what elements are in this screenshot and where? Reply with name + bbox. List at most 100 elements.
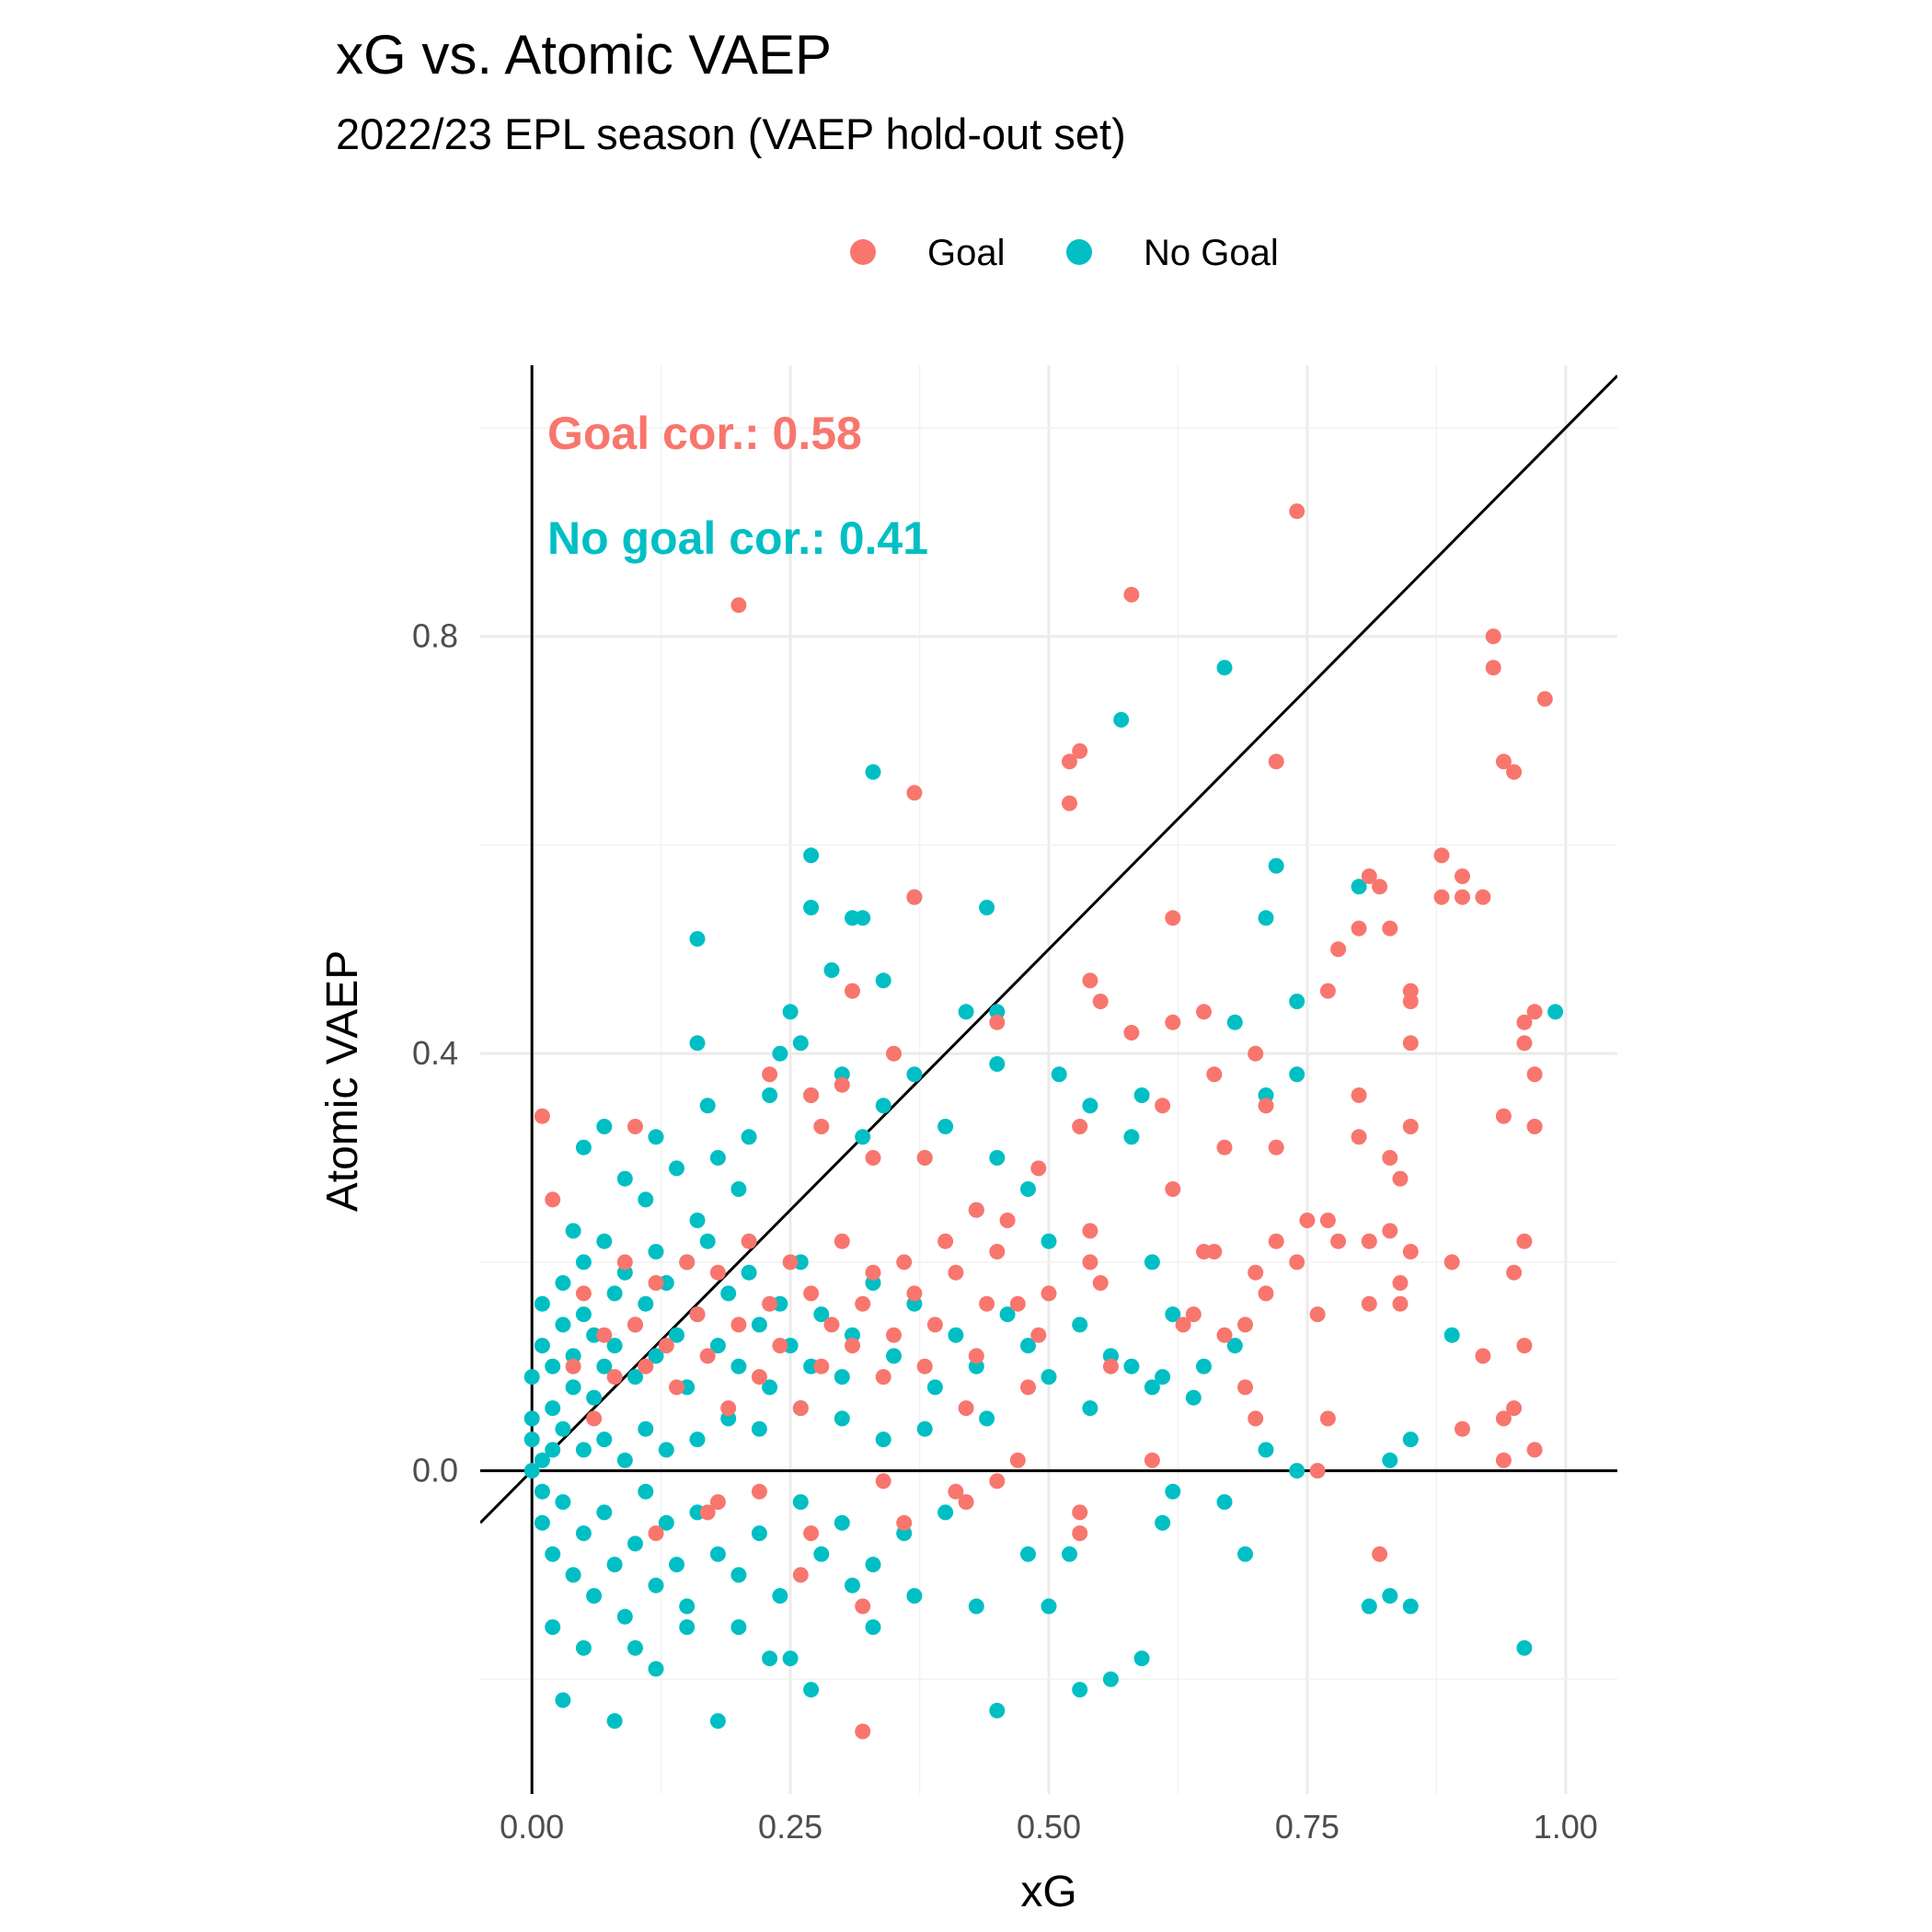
data-point	[1144, 1254, 1160, 1271]
data-point	[1475, 1348, 1491, 1364]
data-point	[1382, 1452, 1398, 1468]
data-point	[875, 1473, 891, 1489]
data-point	[1041, 1369, 1057, 1386]
data-point	[1268, 753, 1284, 770]
data-point	[638, 1420, 654, 1437]
data-point	[669, 1327, 684, 1343]
data-point	[1062, 1546, 1077, 1562]
data-point	[730, 1567, 747, 1583]
data-point	[1216, 660, 1233, 676]
data-point	[555, 1275, 571, 1291]
data-point	[1516, 1014, 1533, 1030]
data-point	[1144, 1379, 1160, 1396]
data-point	[834, 1369, 850, 1386]
data-point	[1216, 1494, 1233, 1511]
data-point	[989, 1473, 1006, 1489]
data-point	[669, 1557, 684, 1573]
data-point	[751, 1317, 767, 1333]
data-point	[855, 1129, 871, 1145]
data-point	[875, 1369, 891, 1386]
data-point	[741, 1129, 757, 1145]
data-point	[1041, 1285, 1057, 1302]
data-point	[1226, 1014, 1243, 1030]
data-point	[792, 1567, 809, 1583]
data-point	[689, 1213, 706, 1228]
data-point	[875, 1098, 891, 1114]
data-point	[865, 1150, 881, 1166]
data-point	[586, 1389, 603, 1406]
data-point	[1475, 889, 1491, 905]
data-point	[545, 1546, 561, 1562]
data-point	[523, 1410, 540, 1427]
data-point	[1248, 1045, 1264, 1062]
data-point	[937, 1233, 954, 1249]
data-point	[555, 1692, 571, 1708]
data-point	[741, 1233, 757, 1249]
data-point	[648, 1661, 664, 1677]
data-point	[875, 1432, 891, 1448]
data-point	[1495, 753, 1512, 770]
data-point	[1092, 994, 1109, 1009]
data-point	[689, 1432, 706, 1448]
data-point	[865, 764, 881, 780]
data-point	[1155, 1098, 1171, 1114]
data-point	[1506, 764, 1523, 780]
data-point	[523, 1369, 540, 1386]
data-point	[534, 1108, 550, 1124]
data-point	[948, 1483, 964, 1500]
data-point	[1102, 1358, 1119, 1374]
data-point	[1402, 994, 1419, 1009]
data-point	[834, 1233, 850, 1249]
data-point	[751, 1525, 767, 1542]
data-point	[1526, 1119, 1543, 1134]
data-point	[1372, 879, 1388, 895]
data-point	[679, 1619, 696, 1636]
data-point	[762, 1295, 778, 1312]
y-axis-label: Atomic VAEP	[318, 950, 367, 1213]
data-point	[937, 1504, 954, 1521]
axis-ticks: 0.00 0.25 0.50 0.75 1.00 0.0 0.4 0.8	[412, 617, 1598, 1846]
data-point	[762, 1087, 778, 1103]
data-point	[1020, 1379, 1036, 1396]
data-point	[855, 1598, 871, 1615]
legend: Goal No Goal	[850, 233, 1279, 273]
data-point	[1072, 1525, 1088, 1542]
series-no-goal	[523, 660, 1564, 1730]
data-point	[1258, 910, 1274, 926]
x-tick-label: 0.00	[500, 1808, 564, 1846]
data-point	[1216, 1139, 1233, 1156]
data-point	[730, 1619, 747, 1636]
data-point	[1495, 1410, 1512, 1427]
data-point	[1123, 1129, 1140, 1145]
data-point	[596, 1233, 613, 1249]
data-point	[1485, 628, 1501, 645]
data-point	[1041, 1233, 1057, 1249]
x-tick-label: 0.75	[1275, 1808, 1340, 1846]
data-point	[1165, 1306, 1181, 1323]
data-point	[792, 1400, 809, 1417]
data-point	[741, 1264, 757, 1281]
series-goal	[534, 503, 1553, 1740]
data-point	[1196, 1004, 1212, 1020]
data-point	[1382, 1150, 1398, 1166]
data-point	[1165, 1181, 1181, 1197]
data-point	[958, 1004, 974, 1020]
data-point	[555, 1494, 571, 1511]
data-point	[1516, 1639, 1533, 1656]
data-point	[606, 1285, 623, 1302]
data-point	[906, 1588, 923, 1604]
y-tick-label: 0.8	[412, 617, 458, 655]
data-point	[596, 1327, 613, 1343]
data-point	[968, 1202, 984, 1218]
data-point	[1092, 1275, 1109, 1291]
data-point	[1268, 857, 1284, 874]
data-point	[730, 1317, 747, 1333]
data-point	[565, 1379, 581, 1396]
data-point	[1009, 1295, 1026, 1312]
data-point	[1361, 1233, 1377, 1249]
data-point	[1455, 1420, 1470, 1437]
data-point	[1248, 1410, 1264, 1427]
data-point	[1072, 1119, 1088, 1134]
data-point	[534, 1295, 550, 1312]
data-point	[1185, 1306, 1202, 1323]
